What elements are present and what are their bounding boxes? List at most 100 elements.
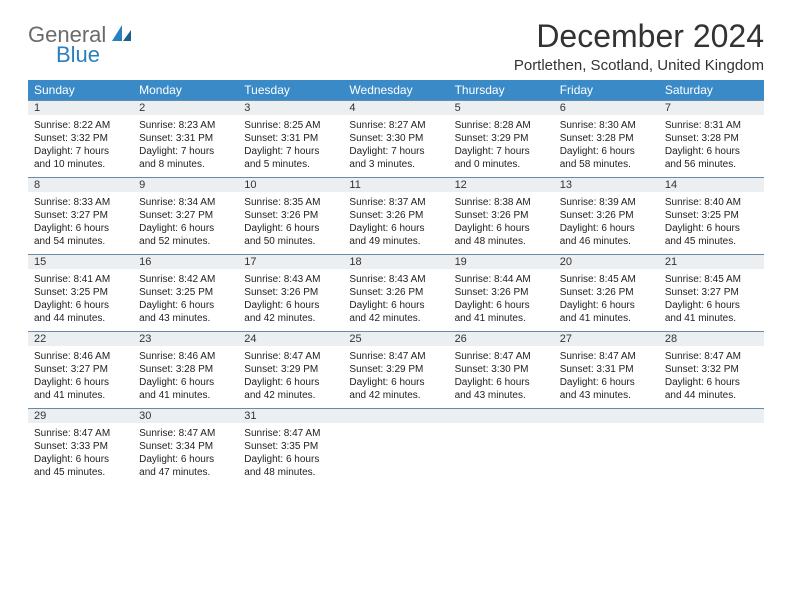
day-number: 1	[28, 100, 133, 115]
daylight-text: Daylight: 7 hours	[349, 145, 442, 158]
sunset-text: Sunset: 3:25 PM	[139, 286, 232, 299]
daylight-text-2: and 42 minutes.	[244, 312, 337, 325]
sunrise-text: Sunrise: 8:34 AM	[139, 196, 232, 209]
day-cell: 26Sunrise: 8:47 AMSunset: 3:30 PMDayligh…	[449, 331, 554, 408]
daylight-text-2: and 44 minutes.	[665, 389, 758, 402]
daylight-text-2: and 47 minutes.	[139, 466, 232, 479]
day-cell: 13Sunrise: 8:39 AMSunset: 3:26 PMDayligh…	[554, 177, 659, 254]
daylight-text-2: and 52 minutes.	[139, 235, 232, 248]
sunset-text: Sunset: 3:25 PM	[665, 209, 758, 222]
day-cell: 27Sunrise: 8:47 AMSunset: 3:31 PMDayligh…	[554, 331, 659, 408]
sunset-text: Sunset: 3:27 PM	[665, 286, 758, 299]
day-number	[449, 408, 554, 423]
day-cell: 28Sunrise: 8:47 AMSunset: 3:32 PMDayligh…	[659, 331, 764, 408]
daylight-text-2: and 41 minutes.	[34, 389, 127, 402]
day-cell: 19Sunrise: 8:44 AMSunset: 3:26 PMDayligh…	[449, 254, 554, 331]
weekday-header: Thursday	[449, 80, 554, 100]
sunrise-text: Sunrise: 8:47 AM	[349, 350, 442, 363]
day-number: 6	[554, 100, 659, 115]
day-cell	[343, 408, 448, 485]
day-number: 3	[238, 100, 343, 115]
day-number: 22	[28, 331, 133, 346]
day-cell	[449, 408, 554, 485]
day-number: 23	[133, 331, 238, 346]
daylight-text: Daylight: 6 hours	[349, 222, 442, 235]
day-cell: 29Sunrise: 8:47 AMSunset: 3:33 PMDayligh…	[28, 408, 133, 485]
sunset-text: Sunset: 3:26 PM	[455, 286, 548, 299]
day-number: 10	[238, 177, 343, 192]
weekday-header: Tuesday	[238, 80, 343, 100]
daylight-text-2: and 50 minutes.	[244, 235, 337, 248]
day-info: Sunrise: 8:42 AMSunset: 3:25 PMDaylight:…	[139, 271, 232, 325]
daylight-text: Daylight: 6 hours	[665, 376, 758, 389]
sunrise-text: Sunrise: 8:47 AM	[665, 350, 758, 363]
daylight-text: Daylight: 6 hours	[665, 145, 758, 158]
daylight-text: Daylight: 6 hours	[244, 222, 337, 235]
sunrise-text: Sunrise: 8:45 AM	[560, 273, 653, 286]
sunrise-text: Sunrise: 8:31 AM	[665, 119, 758, 132]
day-info: Sunrise: 8:37 AMSunset: 3:26 PMDaylight:…	[349, 194, 442, 248]
daylight-text-2: and 43 minutes.	[560, 389, 653, 402]
day-info: Sunrise: 8:35 AMSunset: 3:26 PMDaylight:…	[244, 194, 337, 248]
daylight-text-2: and 42 minutes.	[244, 389, 337, 402]
week-row: 8Sunrise: 8:33 AMSunset: 3:27 PMDaylight…	[28, 177, 764, 254]
day-number: 14	[659, 177, 764, 192]
logo-text-blue: Blue	[56, 45, 133, 65]
day-cell: 4Sunrise: 8:27 AMSunset: 3:30 PMDaylight…	[343, 100, 448, 177]
daylight-text-2: and 58 minutes.	[560, 158, 653, 171]
sunset-text: Sunset: 3:30 PM	[455, 363, 548, 376]
day-number: 28	[659, 331, 764, 346]
day-number: 7	[659, 100, 764, 115]
sunrise-text: Sunrise: 8:23 AM	[139, 119, 232, 132]
day-number: 12	[449, 177, 554, 192]
day-cell: 15Sunrise: 8:41 AMSunset: 3:25 PMDayligh…	[28, 254, 133, 331]
daylight-text-2: and 41 minutes.	[139, 389, 232, 402]
daylight-text-2: and 10 minutes.	[34, 158, 127, 171]
daylight-text: Daylight: 6 hours	[560, 222, 653, 235]
day-cell: 21Sunrise: 8:45 AMSunset: 3:27 PMDayligh…	[659, 254, 764, 331]
daylight-text-2: and 43 minutes.	[455, 389, 548, 402]
daylight-text: Daylight: 6 hours	[244, 299, 337, 312]
day-number: 25	[343, 331, 448, 346]
daylight-text-2: and 8 minutes.	[139, 158, 232, 171]
daylight-text-2: and 43 minutes.	[139, 312, 232, 325]
day-number: 31	[238, 408, 343, 423]
sunrise-text: Sunrise: 8:47 AM	[34, 427, 127, 440]
day-number: 26	[449, 331, 554, 346]
day-number: 4	[343, 100, 448, 115]
daylight-text: Daylight: 6 hours	[139, 222, 232, 235]
day-number: 17	[238, 254, 343, 269]
day-cell: 23Sunrise: 8:46 AMSunset: 3:28 PMDayligh…	[133, 331, 238, 408]
sunset-text: Sunset: 3:28 PM	[560, 132, 653, 145]
day-info: Sunrise: 8:44 AMSunset: 3:26 PMDaylight:…	[455, 271, 548, 325]
week-row: 1Sunrise: 8:22 AMSunset: 3:32 PMDaylight…	[28, 100, 764, 177]
sunset-text: Sunset: 3:27 PM	[139, 209, 232, 222]
sunset-text: Sunset: 3:29 PM	[455, 132, 548, 145]
weekday-header: Saturday	[659, 80, 764, 100]
daylight-text-2: and 45 minutes.	[665, 235, 758, 248]
sunrise-text: Sunrise: 8:45 AM	[665, 273, 758, 286]
sunrise-text: Sunrise: 8:42 AM	[139, 273, 232, 286]
day-cell	[554, 408, 659, 485]
daylight-text: Daylight: 6 hours	[34, 453, 127, 466]
day-cell: 22Sunrise: 8:46 AMSunset: 3:27 PMDayligh…	[28, 331, 133, 408]
weekday-header: Friday	[554, 80, 659, 100]
sunset-text: Sunset: 3:31 PM	[139, 132, 232, 145]
daylight-text-2: and 41 minutes.	[560, 312, 653, 325]
daylight-text-2: and 54 minutes.	[34, 235, 127, 248]
sunrise-text: Sunrise: 8:22 AM	[34, 119, 127, 132]
sunrise-text: Sunrise: 8:25 AM	[244, 119, 337, 132]
sunrise-text: Sunrise: 8:39 AM	[560, 196, 653, 209]
day-info: Sunrise: 8:47 AMSunset: 3:35 PMDaylight:…	[244, 425, 337, 479]
day-info: Sunrise: 8:33 AMSunset: 3:27 PMDaylight:…	[34, 194, 127, 248]
day-number: 9	[133, 177, 238, 192]
day-cell: 3Sunrise: 8:25 AMSunset: 3:31 PMDaylight…	[238, 100, 343, 177]
daylight-text-2: and 48 minutes.	[244, 466, 337, 479]
day-info: Sunrise: 8:41 AMSunset: 3:25 PMDaylight:…	[34, 271, 127, 325]
sunset-text: Sunset: 3:28 PM	[665, 132, 758, 145]
week-row: 22Sunrise: 8:46 AMSunset: 3:27 PMDayligh…	[28, 331, 764, 408]
sunrise-text: Sunrise: 8:37 AM	[349, 196, 442, 209]
sunrise-text: Sunrise: 8:47 AM	[455, 350, 548, 363]
daylight-text: Daylight: 7 hours	[34, 145, 127, 158]
day-cell: 2Sunrise: 8:23 AMSunset: 3:31 PMDaylight…	[133, 100, 238, 177]
